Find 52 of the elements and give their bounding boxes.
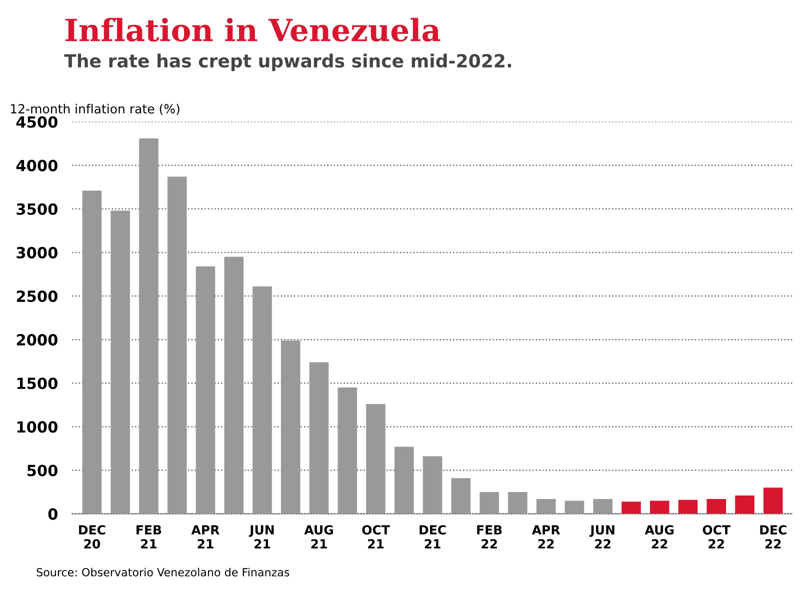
bar <box>167 176 187 514</box>
bar <box>422 456 442 514</box>
x-tick-label: OCT 22 <box>702 525 730 548</box>
bar <box>224 256 244 514</box>
x-tick-label: FEB 22 <box>477 525 502 548</box>
chart-title: Inflation in Venezuela <box>66 18 440 42</box>
bar <box>338 387 358 514</box>
bar <box>622 502 641 514</box>
bar <box>394 446 414 514</box>
bar <box>366 404 386 514</box>
y-tick-label: 500 <box>27 464 58 476</box>
x-tick-label: JUN 22 <box>590 525 614 548</box>
bar <box>536 499 556 514</box>
bar <box>451 478 471 514</box>
bar <box>110 210 130 514</box>
bar <box>706 499 726 514</box>
x-tick-label: FEB 21 <box>136 525 162 548</box>
bar <box>309 362 329 514</box>
bar <box>480 492 499 514</box>
x-tick-label: OCT 21 <box>362 525 390 548</box>
y-tick-label: 4000 <box>16 160 58 172</box>
chart-subtitle: The rate has crept upwards since mid-2022. <box>64 54 512 72</box>
bar <box>678 500 698 514</box>
bar <box>82 190 102 514</box>
y-tick-label: 3000 <box>16 246 58 258</box>
bar <box>593 499 612 514</box>
bar <box>564 500 584 514</box>
y-tick-label: 3500 <box>16 203 58 215</box>
x-tick-label: JUN 21 <box>248 525 274 548</box>
y-tick-label: 1500 <box>17 378 58 390</box>
bar <box>196 266 216 514</box>
x-tick-label: APR 22 <box>532 525 560 548</box>
bar <box>280 340 300 514</box>
x-tick-label: DEC 22 <box>760 525 786 548</box>
y-tick-label: 2000 <box>16 334 58 346</box>
x-tick-label: DEC 20 <box>79 525 106 549</box>
y-tick-label: 2500 <box>16 290 58 302</box>
y-tick-label: 1000 <box>17 421 58 433</box>
bar <box>650 500 670 514</box>
y-tick-label: 4500 <box>16 116 58 128</box>
bar <box>735 496 754 514</box>
y-axis-title: 12-month inflation rate (%) <box>10 104 180 115</box>
bar <box>139 138 158 514</box>
x-tick-label: AUG 21 <box>304 525 333 548</box>
x-tick-label: DEC 21 <box>420 525 446 548</box>
x-tick-label: APR 21 <box>191 525 220 548</box>
bar <box>763 488 783 514</box>
bar <box>252 286 272 514</box>
y-tick-label: 0 <box>48 508 58 520</box>
x-tick-label: AUG 22 <box>644 525 674 548</box>
bar <box>508 492 528 514</box>
source-note: Source: Observatorio Venezolano de Finanzas <box>36 568 290 576</box>
